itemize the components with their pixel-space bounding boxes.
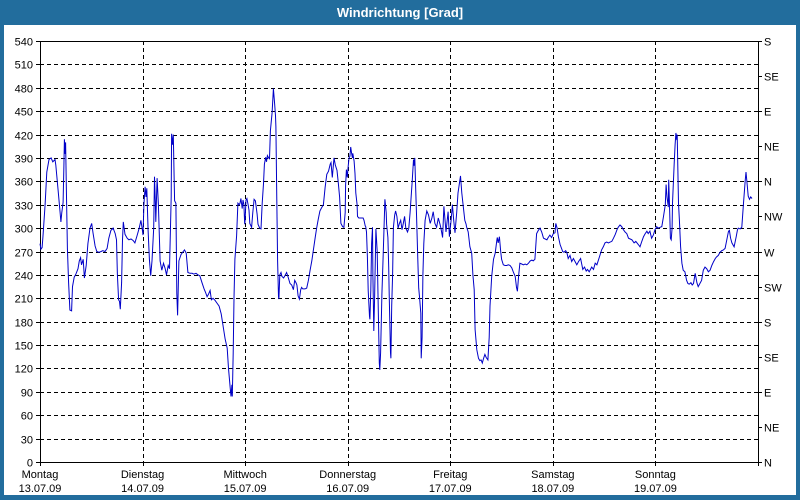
compass-label: E (764, 107, 771, 119)
y-tick-label: 120 (15, 364, 33, 376)
day-name-label: Montag (22, 469, 59, 481)
chart-panel: 540 510 480 450 420 390 360 330 300 270 240 210 180 1… (4, 25, 796, 495)
y-tick-label: 270 (15, 248, 33, 260)
y-tick-label: 90 (21, 388, 33, 400)
day-date-label: 17.07.09 (429, 483, 472, 495)
y-tick-label: 540 (15, 37, 33, 49)
compass-label: S (764, 318, 771, 330)
window-title: Windrichtung [Grad] (336, 5, 464, 20)
y-tick-label: 300 (15, 224, 33, 236)
y-tick-label: 60 (21, 411, 33, 423)
day-name-label: Samstag (531, 469, 574, 481)
y-tick-label: 360 (15, 177, 33, 189)
compass-label: NE (764, 423, 779, 435)
y-tick-label: 510 (15, 60, 33, 72)
compass-label: NE (764, 142, 779, 154)
day-name-label: Sonntag (635, 469, 676, 481)
y-tick-label: 30 (21, 435, 33, 447)
compass-label: NW (764, 212, 783, 224)
y-tick-label: 480 (15, 84, 33, 96)
title-bar[interactable]: Windrichtung [Grad] (0, 0, 800, 25)
day-date-label: 15.07.09 (224, 483, 267, 495)
day-date-label: 14.07.09 (121, 483, 164, 495)
day-name-label: Freitag (433, 469, 467, 481)
compass-label: N (764, 458, 772, 470)
y-tick-label: 390 (15, 154, 33, 166)
y-tick-label: 420 (15, 131, 33, 143)
y-tick-label: 330 (15, 201, 33, 213)
y-tick-label: 210 (15, 294, 33, 306)
day-date-label: 19.07.09 (634, 483, 677, 495)
y-tick-label: 150 (15, 341, 33, 353)
compass-label: W (764, 248, 775, 260)
day-name-label: Donnerstag (319, 469, 376, 481)
y-tick-label: 0 (27, 458, 33, 470)
y-tick-label: 450 (15, 107, 33, 119)
wind-direction-line (39, 88, 753, 397)
compass-label: SW (764, 283, 782, 295)
wind-direction-chart: 5405104804504203903603303002702402101801… (15, 37, 783, 496)
day-name-label: Dienstag (121, 469, 164, 481)
compass-label: E (764, 388, 771, 400)
y-tick-label: 180 (15, 318, 33, 330)
compass-label: S (764, 37, 771, 49)
y-tick-label: 240 (15, 271, 33, 283)
day-date-label: 18.07.09 (531, 483, 574, 495)
day-name-label: Mittwoch (223, 469, 266, 481)
compass-label: SE (764, 353, 779, 365)
compass-label: N (764, 177, 772, 189)
day-date-label: 13.07.09 (19, 483, 62, 495)
day-date-label: 16.07.09 (326, 483, 369, 495)
compass-label: SE (764, 72, 779, 84)
